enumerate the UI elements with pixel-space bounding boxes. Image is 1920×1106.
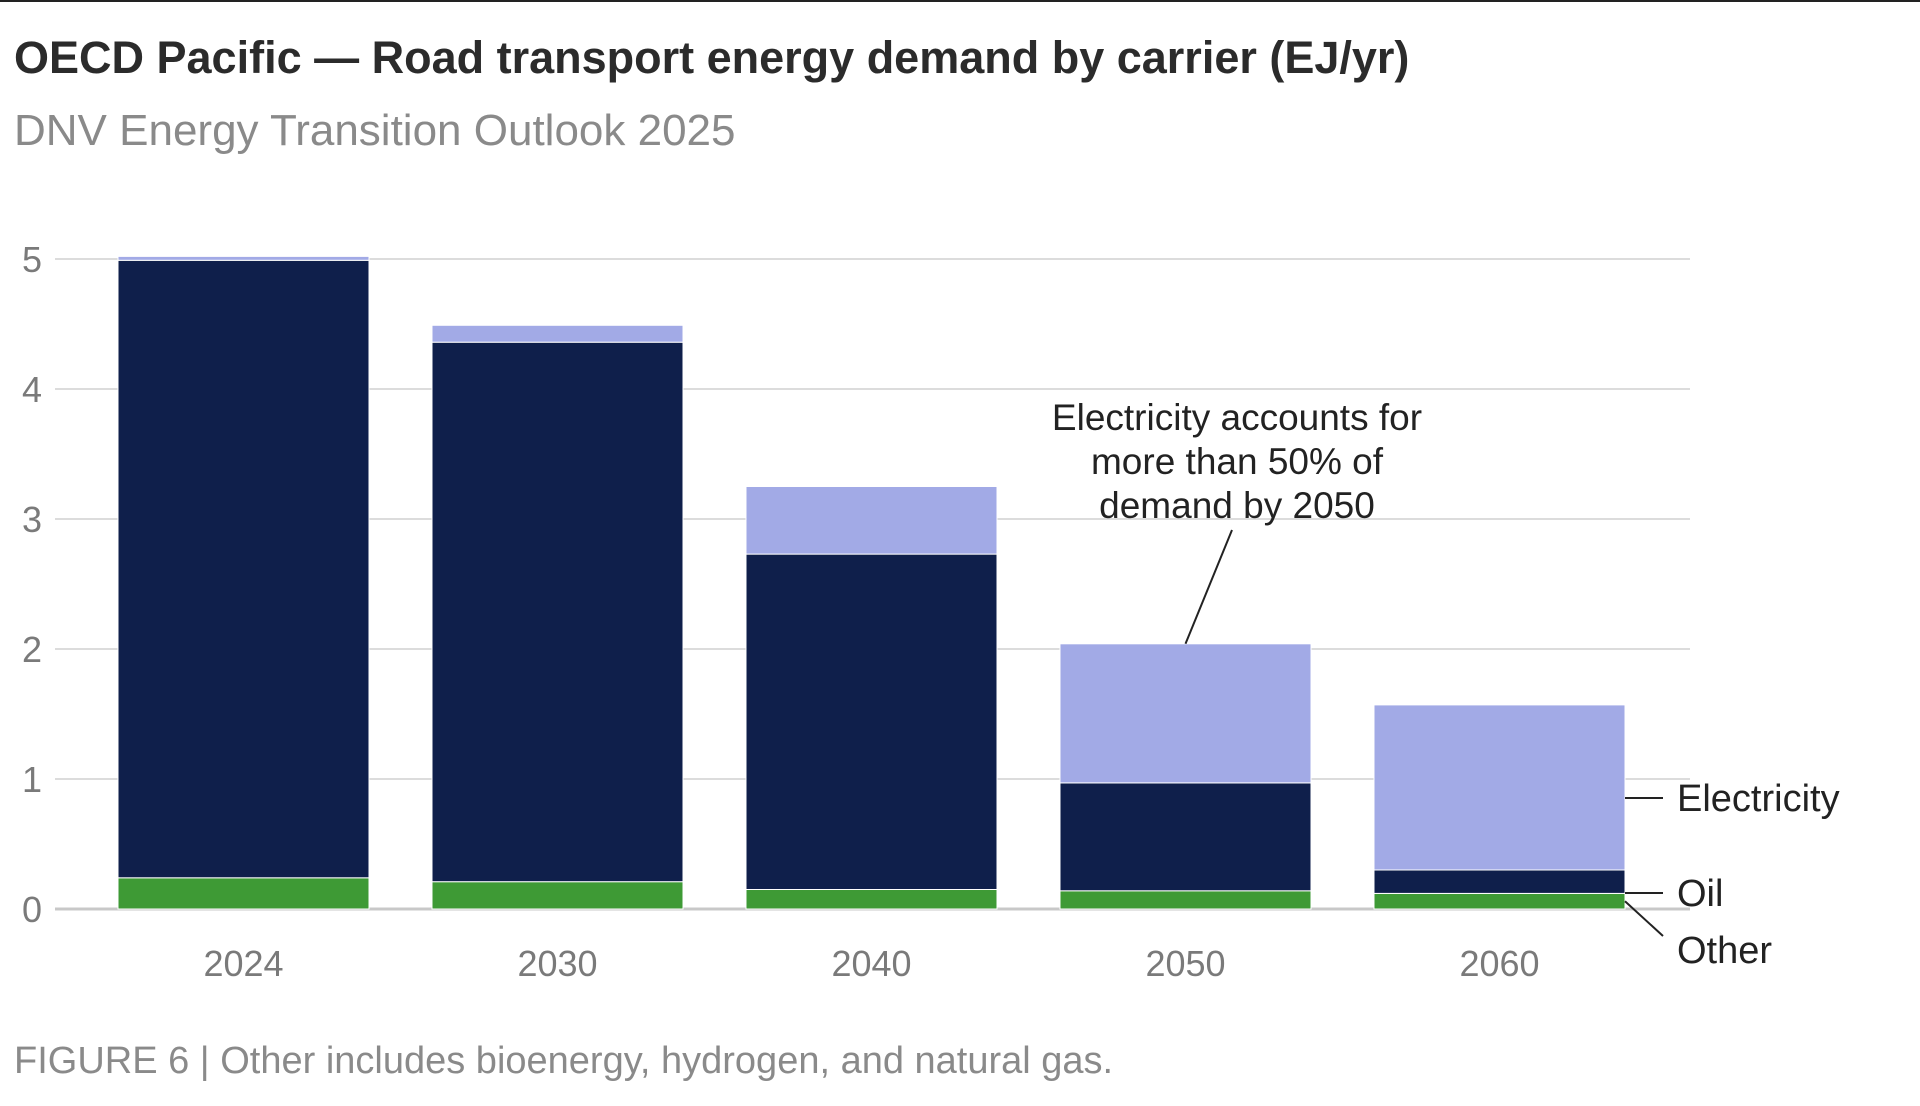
top-rule	[0, 0, 1920, 2]
bar-segment-oil-2024	[117, 259, 370, 879]
bar-segment-other-2040	[745, 889, 998, 910]
labels: 0 1 2 3 4 5 2024 2030 2040 2050 2060 Other Oil Electr…	[22, 239, 1840, 984]
bar-segment-electricity-2024	[117, 255, 370, 261]
legend-label-electricity: Electricity	[1677, 778, 1840, 820]
bar-segment-oil-2030	[431, 341, 684, 883]
chart-subtitle: DNV Energy Transition Outlook 2025	[14, 106, 736, 155]
x-tick-label: 2060	[1459, 943, 1539, 984]
bar-segment-other-2024	[117, 877, 370, 910]
y-tick-label: 2	[22, 629, 42, 670]
figure-caption: FIGURE 6 | Other includes bioenergy, hyd…	[14, 1040, 1114, 1082]
annotation-text: more than 50% of	[1091, 441, 1384, 482]
y-tick-label: 5	[22, 239, 42, 280]
x-tick-label: 2024	[203, 943, 283, 984]
annotation-text: Electricity accounts for	[1052, 397, 1422, 438]
annotation-text: demand by 2050	[1099, 485, 1375, 526]
bar-segment-other-2060	[1373, 892, 1626, 910]
bar-segment-electricity-2030	[431, 324, 684, 343]
annotation-leader	[1184, 529, 1233, 645]
bar-segment-electricity-2050	[1059, 643, 1312, 784]
bar-segment-other-2050	[1059, 890, 1312, 910]
bars	[117, 255, 1626, 910]
y-tick-label: 3	[22, 499, 42, 540]
legend-label-other: Other	[1677, 930, 1772, 972]
bar-segment-electricity-2060	[1373, 704, 1626, 871]
chart-title: OECD Pacific — Road transport energy dem…	[14, 32, 1410, 83]
x-tick-label: 2040	[831, 943, 911, 984]
bar-segment-oil-2060	[1373, 869, 1626, 894]
bar-segment-oil-2050	[1059, 782, 1312, 892]
legend-label-oil: Oil	[1677, 873, 1723, 915]
x-tick-label: 2050	[1145, 943, 1225, 984]
x-tick-label: 2030	[517, 943, 597, 984]
bar-segment-electricity-2040	[745, 486, 998, 555]
y-tick-label: 1	[22, 759, 42, 800]
legend-leader	[1624, 900, 1664, 937]
bar-segment-other-2030	[431, 881, 684, 910]
y-tick-label: 4	[22, 369, 42, 410]
bar-segment-oil-2040	[745, 553, 998, 890]
y-tick-label: 0	[22, 889, 42, 930]
